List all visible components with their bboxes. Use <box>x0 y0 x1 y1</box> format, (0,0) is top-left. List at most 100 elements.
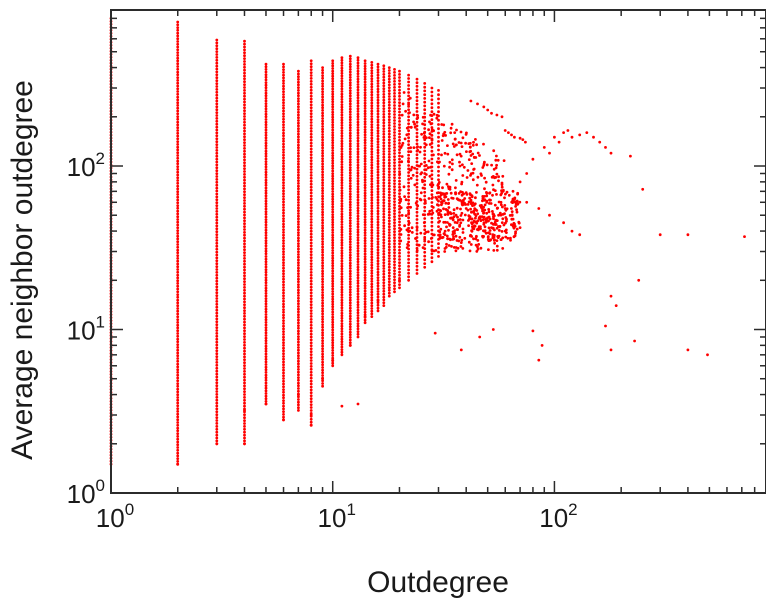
data-point <box>215 137 219 141</box>
data-point <box>376 206 380 210</box>
data-point <box>264 234 268 237</box>
data-point <box>370 298 374 302</box>
data-point <box>215 297 219 300</box>
data-point <box>382 195 386 199</box>
data-point <box>297 113 300 117</box>
data-point <box>450 216 453 220</box>
data-point <box>282 123 285 127</box>
data-point <box>424 201 427 205</box>
data-point <box>363 59 367 63</box>
data-point <box>387 124 391 127</box>
data-point <box>176 212 180 216</box>
data-point <box>348 110 352 114</box>
data-point <box>321 165 324 169</box>
data-point <box>282 244 285 248</box>
data-point <box>340 327 344 331</box>
data-point <box>434 196 438 199</box>
data-point <box>309 218 313 221</box>
data-point <box>243 158 246 162</box>
data-point <box>426 213 430 216</box>
data-point <box>176 362 180 366</box>
data-point <box>243 123 246 127</box>
data-point <box>370 288 374 291</box>
data-point <box>398 107 401 111</box>
data-point <box>282 280 285 284</box>
data-point <box>356 292 360 296</box>
data-point <box>282 186 285 190</box>
data-point <box>243 268 246 272</box>
data-point <box>331 254 335 257</box>
data-point <box>398 91 401 95</box>
data-point <box>297 182 300 185</box>
data-point <box>363 204 367 208</box>
data-point <box>282 349 285 353</box>
data-point <box>243 161 246 165</box>
data-point <box>176 337 180 341</box>
data-point <box>348 131 352 135</box>
data-point <box>309 300 313 304</box>
data-point <box>309 256 313 260</box>
data-point <box>376 101 380 105</box>
data-point <box>321 382 324 385</box>
data-point <box>348 264 352 268</box>
data-point <box>455 128 458 132</box>
data-point <box>370 234 374 237</box>
data-point <box>176 45 180 49</box>
data-point <box>439 191 442 195</box>
data-point <box>356 67 360 70</box>
data-point <box>176 334 180 338</box>
data-point <box>309 335 313 339</box>
data-point <box>471 143 475 147</box>
data-point <box>376 273 380 277</box>
data-point <box>387 135 391 139</box>
data-point <box>449 191 453 195</box>
data-point <box>348 174 352 177</box>
data-point <box>387 260 391 263</box>
data-point <box>321 162 324 166</box>
data-point <box>443 220 447 224</box>
data-point <box>297 195 300 199</box>
data-point <box>398 148 401 152</box>
data-point <box>331 351 335 355</box>
data-point <box>387 150 391 153</box>
data-point <box>356 319 360 323</box>
data-point <box>363 62 367 65</box>
data-point <box>282 333 285 336</box>
data-point <box>356 131 360 135</box>
data-point <box>309 118 313 121</box>
data-point <box>340 66 344 70</box>
data-point <box>321 374 324 377</box>
data-point <box>407 87 410 91</box>
data-point <box>331 295 335 298</box>
data-point <box>348 229 352 233</box>
data-point <box>348 280 352 284</box>
data-point <box>282 84 285 88</box>
data-point <box>215 111 219 114</box>
data-point <box>176 101 180 105</box>
data-point <box>387 147 391 151</box>
data-point <box>476 239 480 242</box>
data-point <box>176 343 180 346</box>
data-point <box>348 89 352 92</box>
data-point <box>348 248 352 252</box>
data-point <box>514 230 517 234</box>
data-point <box>331 118 335 122</box>
data-point <box>423 112 427 115</box>
data-point <box>423 224 427 228</box>
data-point <box>243 118 246 121</box>
data-point <box>370 190 374 194</box>
data-point <box>264 147 268 150</box>
data-point <box>491 233 495 237</box>
data-point <box>348 232 352 236</box>
data-point <box>243 115 246 118</box>
data-point <box>398 267 401 271</box>
data-point <box>415 128 419 131</box>
data-point <box>297 244 300 248</box>
data-point <box>430 216 434 220</box>
data-point <box>491 183 495 187</box>
data-point <box>348 129 352 132</box>
data-point <box>370 182 374 186</box>
data-point <box>297 384 300 388</box>
data-point <box>243 393 246 396</box>
data-point <box>176 84 180 88</box>
